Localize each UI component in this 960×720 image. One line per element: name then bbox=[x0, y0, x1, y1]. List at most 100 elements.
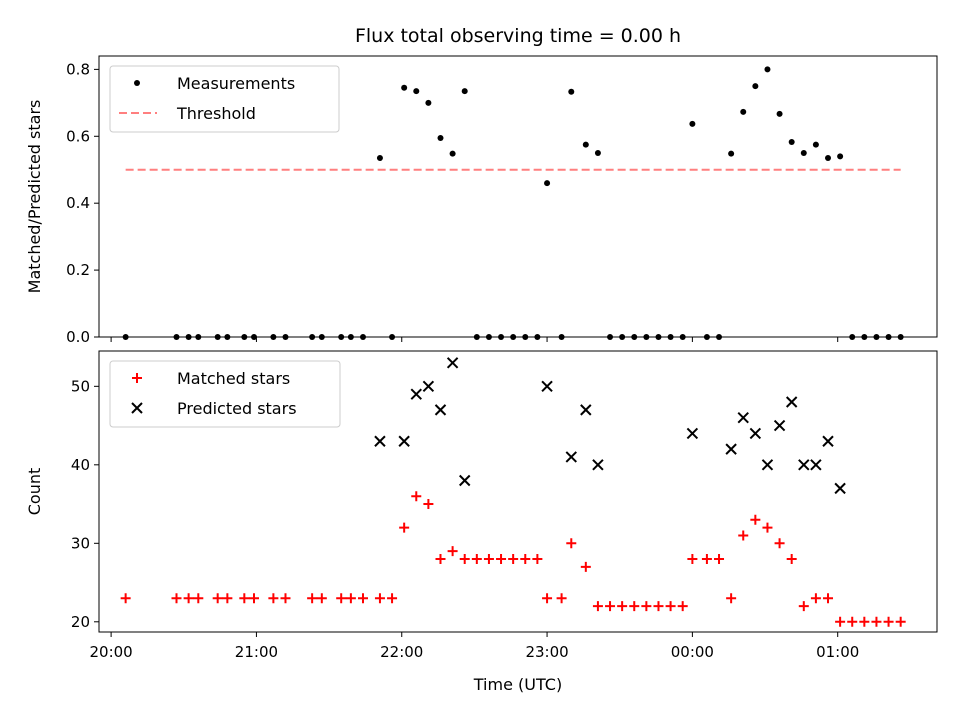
measurement-point bbox=[522, 334, 529, 340]
matched-point bbox=[835, 616, 846, 627]
legend-marker-dot bbox=[134, 80, 140, 86]
measurement-point bbox=[837, 153, 844, 160]
matched-point bbox=[222, 593, 233, 604]
matched-point bbox=[520, 554, 531, 565]
matched-point bbox=[411, 491, 422, 502]
measurement-point bbox=[679, 334, 686, 340]
measurement-point bbox=[655, 334, 662, 340]
legend-label: Measurements bbox=[177, 74, 295, 93]
matched-point bbox=[447, 546, 458, 557]
y-tick-label: 50 bbox=[71, 377, 90, 395]
measurement-point bbox=[643, 334, 650, 340]
matched-point bbox=[357, 593, 368, 604]
matched-point bbox=[336, 593, 347, 604]
matched-point bbox=[239, 593, 250, 604]
legend-marker-x bbox=[131, 402, 143, 414]
matched-point bbox=[605, 601, 616, 612]
predicted-point bbox=[785, 396, 798, 408]
measurement-point bbox=[185, 334, 192, 340]
measurement-point bbox=[425, 99, 432, 106]
measurement-point bbox=[389, 334, 396, 340]
predicted-point bbox=[398, 435, 410, 447]
measurement-point bbox=[885, 334, 892, 340]
matched-point bbox=[687, 554, 698, 565]
matched-point bbox=[810, 593, 821, 604]
matched-point bbox=[859, 616, 870, 627]
measurement-point bbox=[122, 334, 129, 340]
y-tick-label: 0.0 bbox=[66, 328, 90, 346]
measurement-point bbox=[689, 120, 696, 127]
predicted-point bbox=[725, 443, 737, 455]
matched-point bbox=[798, 601, 809, 612]
matched-point bbox=[786, 554, 797, 565]
y-tick-label: 0.6 bbox=[66, 127, 90, 145]
y-tick-label: 30 bbox=[71, 534, 90, 552]
measurement-point bbox=[764, 66, 771, 73]
matched-point bbox=[120, 593, 131, 604]
predicted-point bbox=[541, 380, 553, 393]
matched-point bbox=[762, 522, 773, 533]
matched-point bbox=[726, 593, 737, 604]
matched-point bbox=[532, 554, 543, 565]
legend-label: Matched stars bbox=[177, 369, 290, 388]
measurement-point bbox=[667, 334, 674, 340]
measurement-point bbox=[309, 334, 316, 340]
measurement-point bbox=[498, 334, 505, 340]
matched-point bbox=[399, 522, 410, 533]
matched-point bbox=[823, 593, 834, 604]
matched-point bbox=[871, 616, 882, 627]
measurement-point bbox=[318, 334, 325, 340]
matched-point bbox=[171, 593, 182, 604]
legend-box bbox=[109, 360, 341, 428]
predicted-point bbox=[592, 459, 604, 471]
predicted-point bbox=[434, 404, 447, 416]
measurement-point bbox=[437, 134, 444, 141]
x-axis-label: Time (UTC) bbox=[473, 675, 562, 694]
measurement-point bbox=[544, 180, 551, 187]
measurement-point bbox=[413, 88, 420, 95]
measurement-point bbox=[631, 334, 638, 340]
legend-label: Predicted stars bbox=[177, 399, 297, 418]
measurement-point bbox=[594, 150, 601, 157]
matched-point bbox=[249, 593, 260, 604]
x-tick-label: 20:00 bbox=[89, 643, 132, 661]
predicted-point bbox=[422, 380, 435, 393]
matched-point bbox=[459, 554, 470, 565]
top-panel: 0.0 0.2 0.4 0.6 0.8 Matched/Predicted stars Fl… bbox=[25, 25, 938, 346]
matched-point bbox=[435, 554, 446, 565]
matched-point bbox=[665, 601, 676, 612]
measurement-point bbox=[728, 150, 735, 157]
measurement-point bbox=[776, 110, 783, 117]
measurement-point bbox=[897, 334, 904, 340]
measurement-point bbox=[473, 334, 480, 340]
measurement-point bbox=[241, 334, 248, 340]
y-tick-label: 20 bbox=[71, 613, 90, 631]
predicted-point bbox=[686, 427, 699, 440]
y-axis-label: Matched/Predicted stars bbox=[25, 100, 44, 294]
predicted-point bbox=[773, 419, 786, 432]
matched-point bbox=[592, 601, 603, 612]
matched-point bbox=[193, 593, 204, 604]
matched-point bbox=[542, 593, 553, 604]
matched-point bbox=[556, 593, 567, 604]
measurement-point bbox=[558, 334, 565, 340]
predicted-point bbox=[565, 451, 577, 463]
measurement-point bbox=[752, 83, 759, 90]
predicted-point bbox=[761, 459, 774, 471]
matched-point bbox=[714, 554, 725, 565]
y-tick-label: 0.8 bbox=[66, 60, 90, 78]
matched-point bbox=[183, 593, 194, 604]
legend-box bbox=[109, 65, 340, 133]
matched-point bbox=[641, 601, 652, 612]
measurement-point bbox=[282, 334, 289, 340]
matched-point bbox=[212, 593, 223, 604]
measurement-point bbox=[873, 334, 880, 340]
measurement-point bbox=[485, 334, 492, 340]
measurement-point bbox=[849, 334, 856, 340]
measurement-point bbox=[812, 141, 819, 148]
legend-label: Threshold bbox=[176, 104, 256, 123]
matched-point bbox=[677, 601, 688, 612]
bottom-panel: 20:00 21:00 22:00 23:00 00:00 01:00 20 30 40 50 Co… bbox=[25, 350, 938, 694]
measurement-point bbox=[347, 334, 354, 340]
